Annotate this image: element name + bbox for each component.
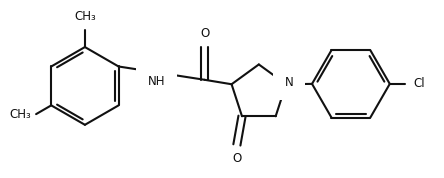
Text: CH₃: CH₃ — [9, 108, 31, 121]
Text: O: O — [232, 152, 242, 165]
Text: N: N — [285, 76, 293, 89]
Text: O: O — [200, 27, 209, 40]
Text: CH₃: CH₃ — [74, 11, 96, 23]
Text: Cl: Cl — [413, 77, 425, 90]
Text: NH: NH — [148, 75, 165, 88]
